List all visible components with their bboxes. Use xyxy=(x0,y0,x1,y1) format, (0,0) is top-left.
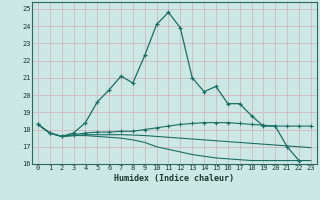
X-axis label: Humidex (Indice chaleur): Humidex (Indice chaleur) xyxy=(115,174,234,183)
